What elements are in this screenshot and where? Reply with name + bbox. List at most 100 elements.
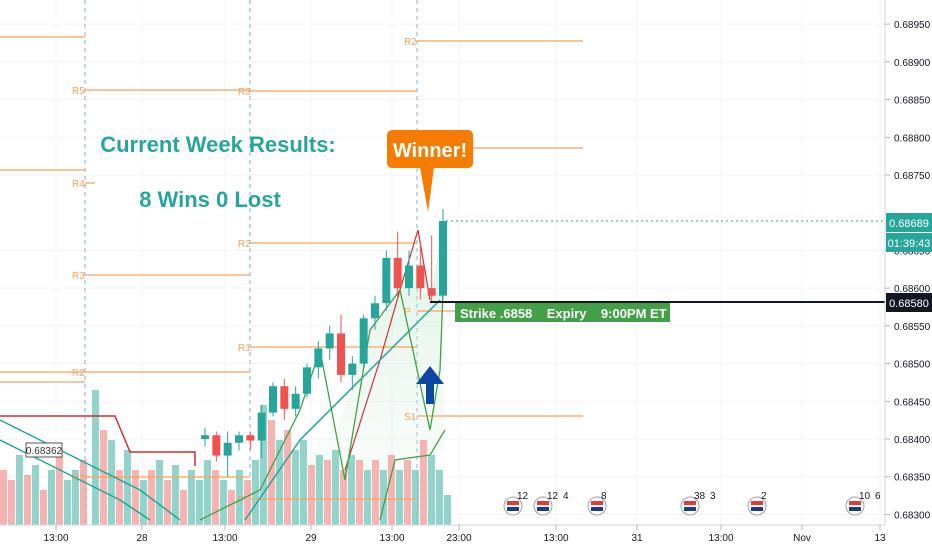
- strike-price-badge: 0.68580: [886, 293, 932, 312]
- volume-bar: [56, 455, 63, 525]
- volume-bar: [108, 440, 115, 525]
- volume-bar: [332, 450, 339, 525]
- volume-bar: [164, 480, 171, 525]
- candle-body: [416, 265, 425, 289]
- volume-bar: [148, 470, 155, 525]
- price-tick-label: 0.68350: [894, 473, 931, 484]
- price-tick-label: 0.68800: [894, 133, 931, 144]
- volume-bar: [8, 480, 15, 525]
- pivot-label: R2: [404, 37, 417, 48]
- flag-icon-stripe: [591, 501, 603, 505]
- time-tick-label: 13:00: [43, 533, 68, 544]
- price-tick-label: 0.68750: [894, 171, 931, 182]
- volume-bar: [268, 420, 275, 525]
- event-count: 8: [601, 491, 607, 502]
- candle-body: [201, 435, 209, 440]
- calendar-event[interactable]: 12 4: [533, 491, 569, 516]
- candle-body: [303, 367, 311, 394]
- strike-label-text: Strike .6858 Expiry 9:00PM ET: [460, 306, 667, 321]
- headline-line-1: Current Week Results:: [100, 132, 336, 157]
- volume-bar: [380, 470, 387, 525]
- candle-body: [439, 221, 447, 296]
- price-tick-label: 0.68500: [894, 360, 931, 371]
- volume-bar: [284, 430, 291, 525]
- candle-body: [235, 435, 243, 443]
- flag-icon-stripe: [507, 501, 519, 505]
- price-axis[interactable]: 0.68950 0.68900 0.68850 0.68800 0.68750 0.686…: [884, 0, 931, 525]
- time-axis[interactable]: 13:00 28 13:00 29 13:00 23:00 13:00 31 13:00 Nov 1…: [0, 524, 886, 544]
- pivot-label: R4: [72, 179, 85, 190]
- volume-bar: [140, 480, 147, 525]
- flag-icon-stripe: [751, 501, 763, 505]
- ma-green-line-2: [379, 429, 446, 521]
- time-tick-label: 13:00: [543, 533, 568, 544]
- time-tick-label: 13:00: [708, 533, 733, 544]
- volume-bar: [72, 470, 79, 525]
- ma-teal-line-3: [244, 299, 441, 521]
- left-price-marker: 0.68362: [25, 442, 63, 458]
- pivot-label: R3: [72, 271, 85, 282]
- volume-bar: [124, 450, 131, 525]
- calendar-event[interactable]: 8: [587, 491, 607, 516]
- candle-body: [291, 393, 300, 409]
- volume-bar: [24, 475, 31, 525]
- pivot-label: R1: [238, 343, 251, 354]
- event-count: 10: [859, 491, 871, 502]
- flag-icon-stripe: [684, 507, 696, 511]
- candle-body: [246, 435, 255, 441]
- volume-bar: [188, 470, 195, 525]
- volume-bar: [244, 480, 251, 525]
- volume-bar: [324, 460, 331, 525]
- volume-bar: [292, 450, 299, 525]
- last-price-badge: 0.68689 01:39:43: [886, 213, 932, 252]
- calendar-event[interactable]: 12: [503, 491, 529, 516]
- volume-bar: [412, 470, 419, 525]
- calendar-events[interactable]: 12 12 4 8 38 3 2 10 6: [503, 491, 881, 516]
- calendar-event[interactable]: 10 6: [845, 491, 881, 516]
- ma-red-line: [0, 415, 196, 466]
- pivot-label: R2: [238, 239, 251, 250]
- strike-price-text: 0.68580: [889, 298, 929, 310]
- ma-green-line-1: [199, 239, 446, 521]
- volume-bar: [16, 455, 23, 525]
- calendar-event[interactable]: 38 3: [680, 491, 716, 516]
- volume-bar: [388, 455, 395, 525]
- volume-bar: [48, 470, 55, 525]
- price-tick-label: 0.68900: [894, 58, 931, 69]
- candle-body: [337, 333, 345, 375]
- volume-bar: [348, 455, 355, 525]
- volume-bar: [364, 470, 371, 525]
- volume-bar: [300, 440, 307, 525]
- volume-bar: [356, 460, 363, 525]
- volume-bar: [396, 470, 403, 525]
- candle-body: [212, 435, 221, 456]
- volume-bar: [80, 460, 87, 525]
- last-price-text: 0.68689: [889, 218, 929, 230]
- candle-body: [257, 412, 266, 441]
- calendar-event[interactable]: 2: [747, 491, 767, 516]
- price-tick-label: 0.68550: [894, 322, 931, 333]
- candle-body: [269, 386, 277, 413]
- price-tick-label: 0.68450: [894, 397, 931, 408]
- price-tick-label: 0.68950: [894, 20, 931, 31]
- event-count: 12: [517, 491, 529, 502]
- flag-icon-stripe: [751, 507, 763, 511]
- pivot-label: S1: [404, 412, 417, 423]
- volume-bar: [204, 460, 211, 525]
- volume-bar: [372, 460, 379, 525]
- candle-body: [223, 442, 232, 456]
- ma-teal-line-1: [0, 419, 181, 521]
- candle-body: [371, 303, 379, 319]
- volume-bar: [180, 490, 187, 525]
- volume-bar: [228, 490, 235, 525]
- volume-bar: [40, 490, 47, 525]
- volume-bar: [156, 460, 163, 525]
- candles: [201, 208, 885, 477]
- volume-bar: [340, 470, 347, 525]
- headline-line-2: 8 Wins 0 Lost: [139, 187, 281, 212]
- event-count-extra: 3: [710, 491, 716, 502]
- time-tick-label: 13:00: [212, 533, 237, 544]
- time-tick-label: 13: [874, 533, 886, 544]
